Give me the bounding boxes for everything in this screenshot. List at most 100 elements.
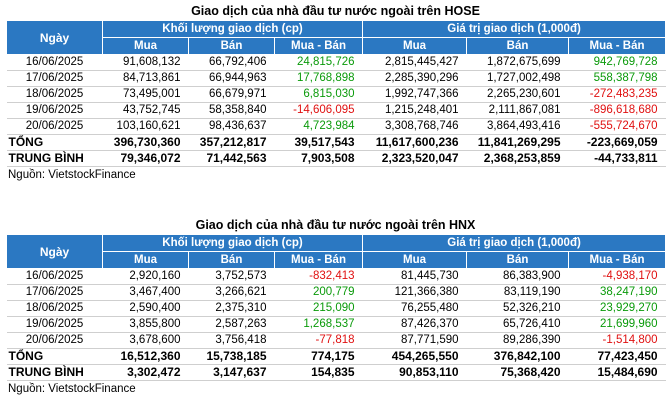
- vol-buy-cell: 3,855,800: [102, 316, 189, 333]
- date-cell: 18/06/2025: [6, 300, 103, 317]
- average-row: TRUNG BÌNH 3,302,472 3,147,637 154,835 90,85…: [6, 364, 666, 381]
- hnx-header-vol-buy: Mua: [102, 251, 189, 269]
- total-val-buy-cell: 454,265,550: [362, 348, 467, 365]
- hose-header-volume-group: Khối lượng giao dịch (cp): [101, 20, 364, 38]
- total-vol-net-cell: 39,517,543: [274, 134, 363, 151]
- total-val-sell-cell: 376,842,100: [466, 348, 569, 365]
- val-buy-cell: 87,426,370: [362, 316, 467, 333]
- hnx-header-date: Ngày: [6, 234, 103, 269]
- val-sell-cell: 2,111,867,081: [466, 102, 569, 119]
- hose-header-val-sell: Bán: [466, 37, 570, 55]
- vol-sell-cell: 2,375,310: [188, 300, 275, 317]
- vol-net-cell: 17,768,898: [274, 70, 363, 87]
- val-buy-cell: 121,366,380: [362, 284, 467, 301]
- hose-title: Giao dịch của nhà đầu tư nước ngoài trên…: [191, 4, 480, 18]
- average-vol-net-cell: 154,835: [274, 364, 363, 381]
- average-val-buy-cell: 2,323,520,047: [362, 150, 467, 167]
- vol-sell-cell: 66,944,963: [188, 70, 275, 87]
- val-net-cell: -4,938,170: [568, 268, 666, 285]
- table-row: 16/06/2025 91,608,132 66,792,406 24,815,726…: [6, 54, 666, 71]
- vol-sell-cell: 3,756,418: [188, 332, 275, 349]
- val-sell-cell: 2,265,230,601: [466, 86, 569, 103]
- vol-buy-cell: 84,713,861: [102, 70, 189, 87]
- hose-header-vol-net: Mua - Bán: [273, 37, 364, 55]
- val-buy-cell: 3,308,768,746: [362, 118, 467, 135]
- hnx-header-value-group: Giá trị giao dịch (1,000đ): [362, 234, 667, 252]
- vol-sell-cell: 58,358,840: [188, 102, 275, 119]
- total-val-sell-cell: 11,841,269,295: [466, 134, 569, 151]
- vol-net-cell: -14,606,095: [274, 102, 363, 119]
- average-val-net-cell: -44,733,811: [568, 150, 666, 167]
- average-vol-sell-cell: 71,442,563: [188, 150, 275, 167]
- val-net-cell: -555,724,670: [568, 118, 666, 135]
- total-vol-buy-cell: 396,730,360: [102, 134, 189, 151]
- vol-net-cell: 200,779: [274, 284, 363, 301]
- date-cell: 16/06/2025: [6, 54, 103, 71]
- val-sell-cell: 65,726,410: [466, 316, 569, 333]
- table-row: 20/06/2025 3,678,600 3,756,418 -77,818 87,77…: [6, 332, 666, 349]
- val-net-cell: 942,769,728: [568, 54, 666, 71]
- total-label: TỔNG: [6, 348, 103, 365]
- table-row: 18/06/2025 2,590,400 2,375,310 215,090 76,25…: [6, 300, 666, 317]
- hnx-header-volume-group: Khối lượng giao dịch (cp): [101, 234, 364, 252]
- vol-buy-cell: 2,920,160: [102, 268, 189, 285]
- vol-net-cell: 1,268,537: [274, 316, 363, 333]
- vol-buy-cell: 2,590,400: [102, 300, 189, 317]
- val-buy-cell: 76,255,480: [362, 300, 467, 317]
- hnx-header-vol-sell: Bán: [188, 251, 275, 269]
- val-sell-cell: 1,872,675,699: [466, 54, 569, 71]
- total-vol-buy-cell: 16,512,360: [102, 348, 189, 365]
- vol-buy-cell: 3,467,400: [102, 284, 189, 301]
- total-vol-net-cell: 774,175: [274, 348, 363, 365]
- hose-header-vol-buy: Mua: [102, 37, 189, 55]
- vol-buy-cell: 3,678,600: [102, 332, 189, 349]
- hose-header-vol-sell: Bán: [188, 37, 275, 55]
- date-cell: 17/06/2025: [6, 70, 103, 87]
- average-vol-buy-cell: 3,302,472: [102, 364, 189, 381]
- vol-sell-cell: 66,792,406: [188, 54, 275, 71]
- val-buy-cell: 2,815,445,427: [362, 54, 467, 71]
- val-net-cell: 38,247,190: [568, 284, 666, 301]
- val-net-cell: -1,514,800: [568, 332, 666, 349]
- val-buy-cell: 81,445,730: [362, 268, 467, 285]
- val-buy-cell: 87,771,590: [362, 332, 467, 349]
- average-vol-sell-cell: 3,147,637: [188, 364, 275, 381]
- hnx-header-val-buy: Mua: [362, 251, 468, 269]
- vol-buy-cell: 103,160,621: [102, 118, 189, 135]
- average-row: TRUNG BÌNH 79,346,072 71,442,563 7,903,508 2…: [6, 150, 666, 167]
- val-net-cell: -896,618,680: [568, 102, 666, 119]
- vol-net-cell: 6,815,030: [274, 86, 363, 103]
- date-cell: 19/06/2025: [6, 316, 103, 333]
- table-row: 18/06/2025 73,495,001 66,679,971 6,815,030 1…: [6, 86, 666, 103]
- hnx-header-vol-net: Mua - Bán: [273, 251, 364, 269]
- total-row: TỔNG 16,512,360 15,738,185 774,175 454,265,5…: [6, 348, 666, 365]
- total-val-buy-cell: 11,617,600,236: [362, 134, 467, 151]
- date-cell: 19/06/2025: [6, 102, 103, 119]
- val-net-cell: 23,929,270: [568, 300, 666, 317]
- hnx-table: Ngày Khối lượng giao dịch (cp) Giá trị g…: [6, 234, 667, 381]
- table-row: 17/06/2025 3,467,400 3,266,621 200,779 121,3…: [6, 284, 666, 301]
- hnx-source: Nguồn: VietstockFinance: [8, 383, 136, 395]
- vol-sell-cell: 3,266,621: [188, 284, 275, 301]
- total-val-net-cell: -223,669,059: [568, 134, 666, 151]
- val-buy-cell: 1,992,747,366: [362, 86, 467, 103]
- date-cell: 20/06/2025: [6, 332, 103, 349]
- hnx-title: Giao dịch của nhà đầu tư nước ngoài trên…: [195, 218, 476, 232]
- vol-net-cell: -832,413: [274, 268, 363, 285]
- average-vol-buy-cell: 79,346,072: [102, 150, 189, 167]
- vol-sell-cell: 3,752,573: [188, 268, 275, 285]
- hose-section: Giao dịch của nhà đầu tư nước ngoài trên…: [6, 2, 667, 183]
- average-val-sell-cell: 2,368,253,859: [466, 150, 569, 167]
- vol-buy-cell: 91,608,132: [102, 54, 189, 71]
- hose-header-val-buy: Mua: [362, 37, 468, 55]
- table-row: 20/06/2025 103,160,621 98,436,637 4,723,984…: [6, 118, 666, 135]
- val-sell-cell: 83,119,190: [466, 284, 569, 301]
- total-label: TỔNG: [6, 134, 103, 151]
- vol-net-cell: 4,723,984: [274, 118, 363, 135]
- hnx-header-val-net: Mua - Bán: [568, 251, 667, 269]
- hnx-header-val-sell: Bán: [466, 251, 570, 269]
- hose-header-value-group: Giá trị giao dịch (1,000đ): [362, 20, 667, 38]
- date-cell: 20/06/2025: [6, 118, 103, 135]
- hose-source: Nguồn: VietstockFinance: [8, 169, 136, 181]
- vol-net-cell: 24,815,726: [274, 54, 363, 71]
